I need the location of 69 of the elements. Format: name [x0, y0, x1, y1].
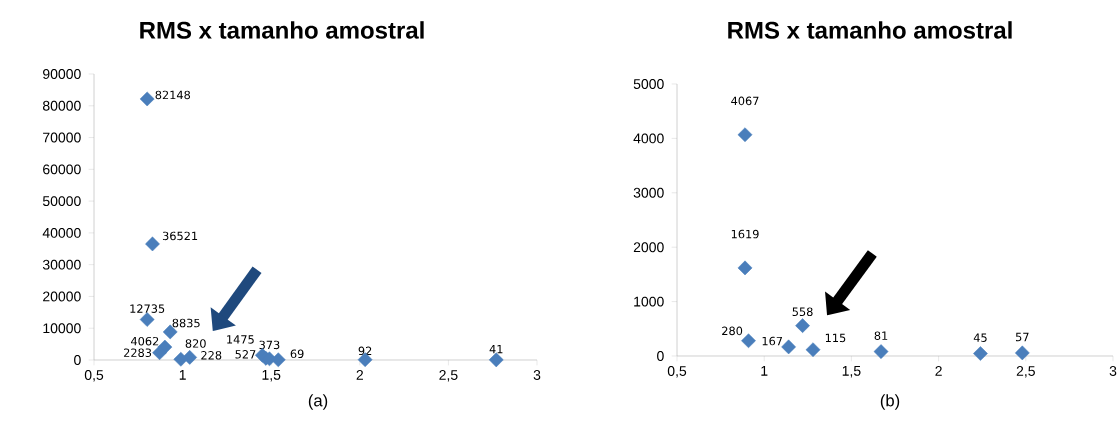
point: [145, 236, 160, 252]
y-tick-label: 3000: [633, 187, 664, 198]
data-label: 82148: [155, 90, 191, 100]
y-tick-label: 40000: [42, 227, 81, 238]
point: [139, 91, 155, 107]
data-label: 4067: [731, 96, 759, 106]
x-tick-label: 3: [1109, 366, 1117, 376]
point: [795, 318, 810, 333]
x-tick-label: 1,5: [262, 370, 281, 382]
y-tick-label: 60000: [43, 164, 81, 175]
point: [737, 127, 753, 143]
point: [741, 333, 756, 349]
data-label: 36521: [162, 231, 198, 241]
data-label: 92: [358, 346, 372, 356]
x-tick-label: 2: [935, 366, 942, 376]
y-tick-label: 50000: [42, 196, 81, 207]
data-label: 820: [185, 339, 206, 348]
data-label: 45: [973, 333, 987, 342]
text: (a): [308, 394, 328, 410]
point: [173, 351, 189, 367]
y-tick-label: 90000: [43, 69, 81, 79]
x-tick-label: 1: [761, 366, 768, 376]
x-tick-label: 2: [356, 370, 363, 380]
data-label: 57: [1015, 332, 1029, 342]
y-tick-label: 2000: [633, 242, 664, 253]
point: [152, 345, 167, 361]
data-label: 2283: [123, 348, 152, 358]
data-label: 12735: [130, 304, 165, 313]
y-tick-label: 0: [657, 351, 664, 361]
x-tick-label: 0,5: [667, 366, 687, 378]
data-label: 280: [722, 326, 743, 336]
data-label: 115: [825, 333, 846, 343]
chart-title: RMS x tamanho amostral: [140, 21, 424, 39]
data-label: 373: [259, 340, 280, 350]
y-tick-label: 30000: [42, 259, 81, 270]
x-tick-label: 0,5: [84, 370, 104, 382]
data-label: 41: [489, 345, 503, 354]
y-tick-label: 5000: [633, 79, 664, 89]
y-tick-label: 0: [74, 355, 81, 365]
point: [737, 260, 753, 276]
data-label: 69: [290, 349, 304, 359]
data-label: 558: [792, 307, 813, 317]
data-label: 527: [235, 350, 256, 359]
point: [805, 342, 821, 358]
chart-title: RMS x tamanho amostral: [728, 21, 1012, 39]
y-tick-label: 80000: [42, 100, 81, 111]
y-tick-label: 1000: [634, 296, 664, 307]
point: [781, 339, 796, 355]
point: [139, 312, 155, 327]
x-tick-label: 2,5: [439, 370, 458, 382]
x-tick-label: 1: [179, 370, 186, 380]
data-label: 81: [874, 331, 888, 340]
text: (b): [880, 394, 900, 410]
data-label: 4062: [130, 336, 159, 346]
point: [1014, 345, 1030, 361]
x-tick-label: 3: [533, 370, 541, 380]
data-label: 228: [201, 350, 222, 360]
y-tick-label: 70000: [43, 132, 81, 143]
x-tick-label: 1,5: [842, 366, 861, 378]
data-label: 8835: [172, 318, 200, 328]
point: [973, 346, 988, 361]
x-tick-label: 2,5: [1016, 366, 1035, 378]
y-tick-label: 20000: [43, 291, 81, 302]
data-label: 1475: [227, 335, 254, 344]
y-tick-label: 4000: [633, 133, 664, 144]
y-tick-label: 10000: [43, 323, 81, 334]
data-label: 1619: [731, 229, 759, 239]
point: [873, 344, 889, 359]
data-label: 167: [762, 336, 783, 346]
